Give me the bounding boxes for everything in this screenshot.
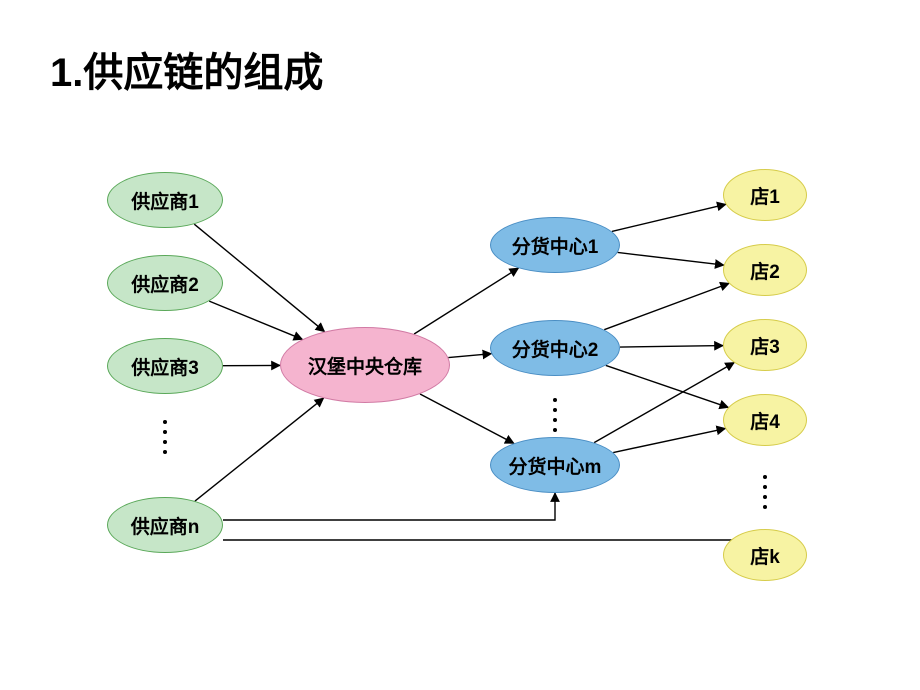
node-label: 分货中心2	[512, 335, 599, 362]
node-label: 店k	[750, 542, 780, 569]
edge	[613, 429, 725, 453]
edge	[620, 346, 723, 347]
edge	[594, 363, 734, 443]
node-t3: 店3	[723, 319, 807, 371]
node-label: 供应商1	[131, 187, 199, 214]
edge	[612, 204, 726, 231]
edge	[209, 301, 302, 339]
node-label: 分货中心m	[509, 452, 602, 479]
ellipsis-dots	[163, 420, 167, 454]
ellipsis-dots	[553, 398, 557, 432]
node-label: 供应商3	[131, 353, 199, 380]
node-tk: 店k	[723, 529, 807, 581]
node-label: 供应商2	[131, 270, 199, 297]
edge	[195, 398, 324, 501]
node-label: 汉堡中央仓库	[308, 352, 422, 379]
node-t2: 店2	[723, 244, 807, 296]
edge	[604, 283, 729, 329]
ellipsis-dots	[763, 475, 767, 509]
page-title: 1.供应链的组成	[50, 40, 323, 98]
node-t1: 店1	[723, 169, 807, 221]
node-dm: 分货中心m	[490, 437, 620, 493]
node-label: 店2	[750, 257, 780, 284]
edge	[223, 493, 555, 520]
node-label: 店1	[750, 182, 780, 209]
edge	[618, 252, 724, 265]
node-s1: 供应商1	[107, 172, 223, 228]
node-t4: 店4	[723, 394, 807, 446]
edge	[448, 354, 491, 358]
node-label: 店4	[750, 407, 780, 434]
node-d1: 分货中心1	[490, 217, 620, 273]
edge	[414, 268, 518, 334]
node-s3: 供应商3	[107, 338, 223, 394]
node-sn: 供应商n	[107, 497, 223, 553]
edge	[606, 365, 728, 407]
node-s2: 供应商2	[107, 255, 223, 311]
node-hub: 汉堡中央仓库	[280, 327, 450, 403]
node-label: 分货中心1	[512, 232, 599, 259]
node-d2: 分货中心2	[490, 320, 620, 376]
node-label: 供应商n	[131, 512, 200, 539]
edge	[420, 394, 514, 443]
edge	[223, 532, 750, 540]
node-label: 店3	[750, 332, 780, 359]
